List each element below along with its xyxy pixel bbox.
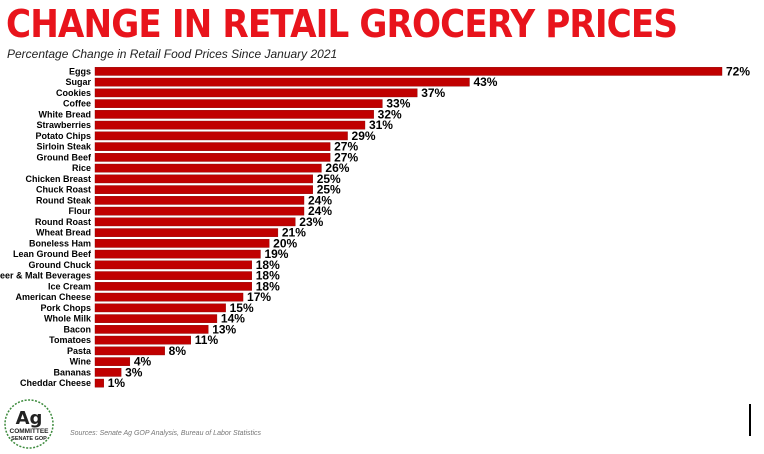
category-label: Ground Beef — [36, 152, 92, 162]
value-label: 25% — [317, 172, 341, 186]
value-label: 31% — [369, 118, 393, 132]
value-label: 21% — [282, 226, 306, 240]
value-label: 13% — [212, 322, 236, 336]
bar — [94, 163, 322, 173]
category-label: Sirloin Steak — [36, 142, 92, 152]
vertical-divider — [749, 404, 751, 436]
bar — [94, 185, 313, 194]
logo-senate-text: SENATE GOP — [11, 436, 47, 442]
category-label: Bananas — [53, 367, 91, 377]
chart-subtitle: Percentage Change in Retail Food Prices … — [7, 47, 338, 61]
bar — [94, 282, 252, 291]
chart-title: CHANGE IN RETAIL GROCERY PRICES — [6, 2, 678, 46]
bar — [94, 314, 218, 323]
bar — [94, 335, 191, 345]
value-label: 1% — [108, 376, 126, 390]
bar — [94, 325, 209, 334]
value-label: 17% — [247, 290, 271, 304]
category-label: Ice Cream — [48, 281, 91, 291]
category-label: Tomatoes — [49, 335, 91, 345]
value-label: 25% — [317, 183, 341, 197]
value-label: 3% — [125, 365, 143, 379]
value-label: 18% — [256, 279, 280, 293]
bar — [94, 77, 470, 87]
value-label: 20% — [273, 236, 297, 250]
bar — [94, 260, 252, 270]
bar — [94, 292, 244, 302]
category-label: Boneless Ham — [29, 238, 91, 248]
bar — [94, 239, 270, 248]
bar — [94, 174, 313, 184]
category-label: Strawberries — [36, 120, 91, 130]
value-label: 27% — [334, 140, 358, 154]
category-label: Cookies — [56, 88, 91, 98]
value-label: 32% — [378, 107, 402, 121]
value-label: 15% — [230, 301, 254, 315]
category-label: Bacon — [63, 324, 91, 334]
bar — [94, 131, 348, 141]
value-label: 33% — [386, 97, 410, 111]
source-note: Sources: Senate Ag GOP Analysis, Bureau … — [70, 430, 262, 437]
category-label: Coffee — [63, 99, 91, 109]
value-label: 4% — [134, 355, 152, 369]
bar — [94, 196, 305, 205]
category-label: Pork Chops — [40, 303, 91, 313]
bar — [94, 303, 226, 313]
category-label: Chicken Breast — [25, 174, 91, 184]
bar — [94, 228, 279, 237]
category-label: White Bread — [38, 109, 91, 119]
ag-committee-logo: Ag COMMITTEE SENATE GOP — [4, 399, 54, 449]
category-label: Flour — [69, 206, 92, 216]
category-label: Eggs — [69, 66, 91, 76]
bar — [94, 357, 131, 366]
bar — [94, 99, 383, 108]
bar — [94, 378, 104, 388]
category-label: Lean Ground Beef — [13, 249, 92, 259]
value-label: 11% — [195, 333, 219, 347]
value-label: 18% — [256, 258, 280, 272]
category-label: Ground Chuck — [29, 260, 92, 270]
value-label: 18% — [256, 269, 280, 283]
category-label: Wheat Bread — [36, 228, 91, 238]
value-label: 24% — [308, 193, 332, 207]
value-label: 29% — [352, 129, 376, 143]
value-label: 8% — [169, 344, 187, 358]
logo-committee-text: COMMITTEE — [10, 428, 50, 435]
value-label: 24% — [308, 204, 332, 218]
value-label: 72% — [726, 64, 750, 78]
value-label: 19% — [264, 247, 288, 261]
category-label: Pasta — [67, 346, 92, 356]
value-label: 27% — [334, 150, 358, 164]
logo-ag-text: Ag — [16, 408, 43, 429]
value-label: 14% — [221, 312, 245, 326]
bar — [94, 346, 165, 356]
category-label: Whole Milk — [44, 314, 92, 324]
value-label: 43% — [473, 75, 497, 89]
category-label: Cheddar Cheese — [20, 378, 91, 388]
value-label: 26% — [325, 161, 349, 175]
bar — [94, 67, 723, 76]
bar — [94, 142, 331, 151]
bar — [94, 110, 374, 119]
category-label: Rice — [72, 163, 91, 173]
value-label: 23% — [299, 215, 323, 229]
value-label: 37% — [421, 86, 445, 100]
category-label: Sugar — [65, 77, 91, 87]
category-label: American Cheese — [15, 292, 91, 302]
bar — [94, 120, 366, 130]
category-label: Chuck Roast — [36, 185, 91, 195]
category-label: Round Steak — [36, 195, 92, 205]
bar — [94, 217, 296, 227]
bar — [94, 88, 418, 98]
category-label: Round Roast — [35, 217, 91, 227]
category-label: Potato Chips — [36, 131, 92, 141]
category-label: Wine — [70, 357, 91, 367]
bar — [94, 153, 331, 162]
bar — [94, 206, 305, 216]
bar — [94, 249, 261, 259]
category-label: Beer & Malt Beverages — [0, 271, 91, 281]
bar — [94, 368, 122, 377]
bar — [94, 271, 252, 280]
